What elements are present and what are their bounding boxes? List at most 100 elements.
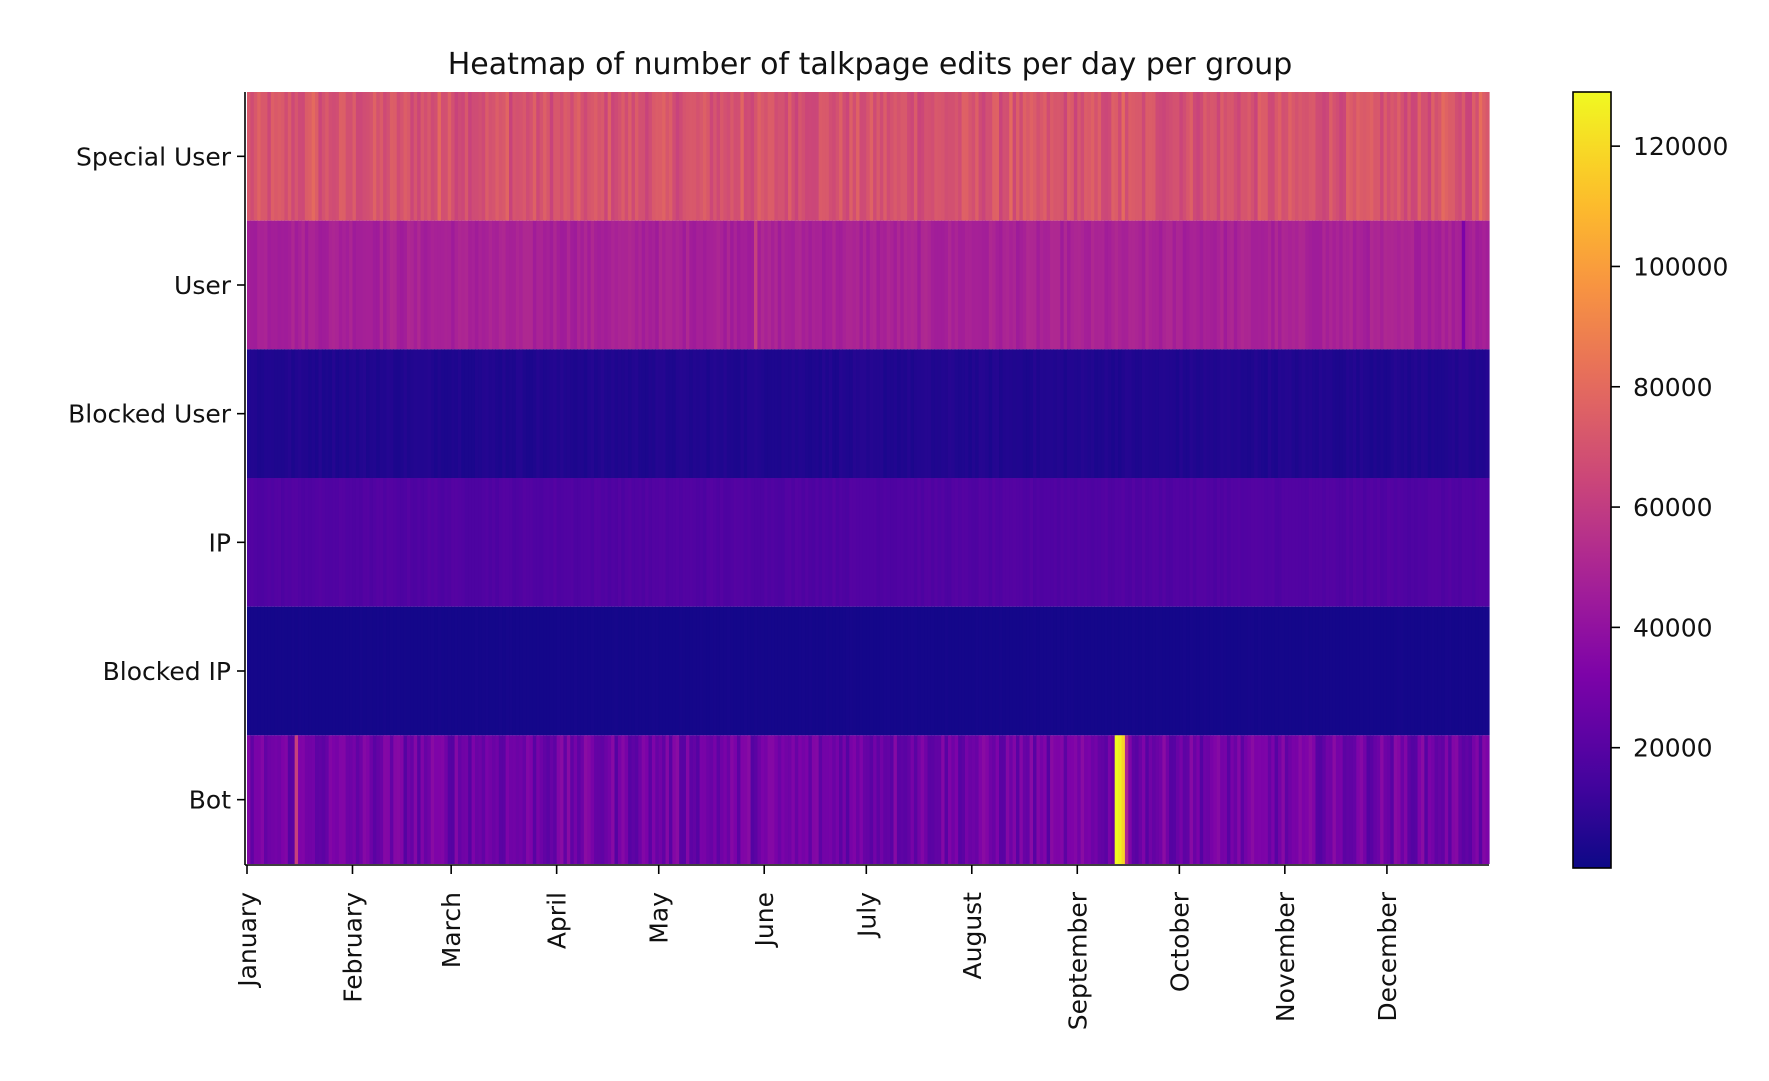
heatmap-cell xyxy=(726,220,731,350)
heatmap-cell xyxy=(396,92,401,221)
heatmap-cell xyxy=(1315,220,1320,350)
heatmap-cell xyxy=(913,220,918,350)
heatmap-cell xyxy=(930,735,935,864)
heatmap-cell xyxy=(437,92,442,221)
heatmap-cell xyxy=(338,735,343,864)
heatmap-cell xyxy=(651,220,656,350)
heatmap-cell xyxy=(1087,735,1092,864)
heatmap-cell xyxy=(866,220,871,350)
heatmap-cell xyxy=(594,92,599,221)
colorbar-tick-label: 40000 xyxy=(1633,613,1713,642)
heatmap-cell xyxy=(1441,478,1446,607)
heatmap-cell xyxy=(1012,92,1017,221)
heatmap-cell xyxy=(944,92,949,221)
heatmap-cell xyxy=(597,220,602,350)
heatmap-cell xyxy=(335,220,340,350)
heatmap-cell xyxy=(1482,606,1487,736)
heatmap-cell xyxy=(917,349,922,478)
heatmap-cell xyxy=(410,349,415,478)
heatmap-cell xyxy=(1342,92,1347,221)
heatmap-cell xyxy=(1478,478,1483,607)
heatmap-cell xyxy=(522,220,527,350)
heatmap-cell xyxy=(1009,735,1014,864)
heatmap-cell xyxy=(481,606,486,736)
heatmap-cell xyxy=(1332,606,1337,736)
heatmap-cell xyxy=(366,478,371,607)
heatmap-cell xyxy=(345,349,350,478)
heatmap-cell xyxy=(910,349,915,478)
heatmap-cell xyxy=(1261,478,1266,607)
heatmap-cell xyxy=(349,349,354,478)
heatmap-cell xyxy=(1019,735,1024,864)
heatmap-cell xyxy=(655,606,660,736)
heatmap-cell xyxy=(437,349,442,478)
heatmap-cell xyxy=(1291,92,1296,221)
heatmap-cell xyxy=(1104,349,1109,478)
heatmap-cell xyxy=(536,478,541,607)
heatmap-cell xyxy=(457,349,462,478)
heatmap-cell xyxy=(1465,349,1470,478)
heatmap-cell xyxy=(1441,92,1446,221)
heatmap-cell xyxy=(1094,349,1099,478)
heatmap-cell xyxy=(543,349,548,478)
heatmap-cell xyxy=(281,606,286,736)
heatmap-cell xyxy=(1376,735,1381,864)
heatmap-cell xyxy=(471,220,476,350)
heatmap-cell xyxy=(485,606,490,736)
heatmap-cell xyxy=(754,735,759,864)
heatmap-cell xyxy=(1264,92,1269,221)
heatmap-cell xyxy=(577,92,582,221)
heatmap-cell xyxy=(1414,606,1419,736)
heatmap-cell xyxy=(781,478,786,607)
heatmap-cell xyxy=(879,220,884,350)
heatmap-cell xyxy=(1250,220,1255,350)
heatmap-cell xyxy=(1111,478,1116,607)
heatmap-cell xyxy=(366,735,371,864)
heatmap-cell xyxy=(1029,606,1034,736)
heatmap-cell xyxy=(304,92,309,221)
heatmap-cell xyxy=(930,92,935,221)
heatmap-cell xyxy=(560,349,565,478)
heatmap-cell xyxy=(988,349,993,478)
heatmap-cell xyxy=(379,735,384,864)
heatmap-cell xyxy=(1141,478,1146,607)
heatmap-cell xyxy=(1131,349,1136,478)
heatmap-cell xyxy=(961,478,966,607)
heatmap-cell xyxy=(801,349,806,478)
heatmap-cell xyxy=(1271,606,1276,736)
heatmap-cell xyxy=(1077,478,1082,607)
heatmap-cell xyxy=(862,220,867,350)
heatmap-cell xyxy=(900,92,905,221)
heatmap-cell xyxy=(1376,92,1381,221)
heatmap-cell xyxy=(709,606,714,736)
heatmap-cell xyxy=(1325,349,1330,478)
heatmap-cell xyxy=(954,220,959,350)
heatmap-cell xyxy=(907,735,912,864)
heatmap-cell xyxy=(383,92,388,221)
heatmap-cell xyxy=(509,478,514,607)
heatmap-cell xyxy=(1121,606,1126,736)
heatmap-cell xyxy=(1196,606,1201,736)
heatmap-cell xyxy=(628,220,633,350)
heatmap-cell xyxy=(808,92,813,221)
heatmap-cell xyxy=(1264,478,1269,607)
heatmap-cell xyxy=(403,478,408,607)
heatmap-cell xyxy=(1478,606,1483,736)
heatmap-cell xyxy=(257,220,262,350)
heatmap-cell xyxy=(1288,606,1293,736)
heatmap-cell xyxy=(757,478,762,607)
heatmap-cell xyxy=(417,606,422,736)
heatmap-cell xyxy=(1077,735,1082,864)
heatmap-cell xyxy=(328,735,333,864)
heatmap-cell xyxy=(1444,349,1449,478)
heatmap-cell xyxy=(298,220,303,350)
heatmap-cell xyxy=(917,606,922,736)
heatmap-cell xyxy=(1192,478,1197,607)
heatmap-cell xyxy=(1046,220,1051,350)
heatmap-cell xyxy=(723,478,728,607)
heatmap-cell xyxy=(1247,735,1252,864)
heatmap-cell xyxy=(1454,735,1459,864)
heatmap-cell xyxy=(839,220,844,350)
heatmap-cell xyxy=(788,606,793,736)
heatmap-cell xyxy=(1124,349,1129,478)
